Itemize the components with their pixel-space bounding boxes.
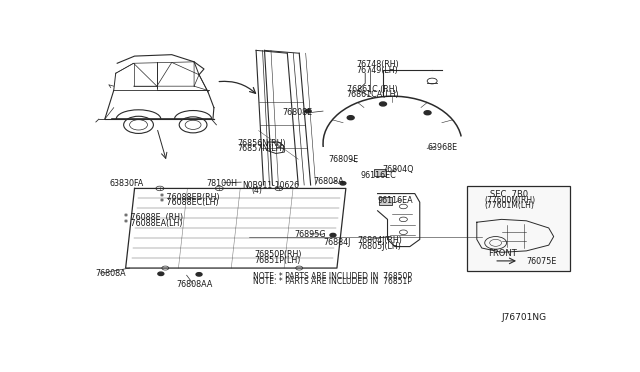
Text: 76895G: 76895G <box>294 230 326 239</box>
Text: FRONT: FRONT <box>488 249 516 258</box>
Circle shape <box>330 233 336 237</box>
Bar <box>467 186 570 271</box>
Text: 76749(LH): 76749(LH) <box>356 66 399 75</box>
Text: 76805J(LH): 76805J(LH) <box>358 242 402 251</box>
Circle shape <box>305 109 311 113</box>
Circle shape <box>340 182 346 185</box>
Text: (77601M(LH): (77601M(LH) <box>484 201 534 210</box>
Text: SEC. 7B0: SEC. 7B0 <box>490 190 528 199</box>
Text: 76808AA: 76808AA <box>177 280 213 289</box>
Circle shape <box>348 116 354 120</box>
Text: (77600M(RH): (77600M(RH) <box>484 196 536 205</box>
Text: 76884J: 76884J <box>323 238 351 247</box>
Text: 76861C (RH): 76861C (RH) <box>347 84 397 93</box>
Circle shape <box>424 111 431 115</box>
Text: 76804J(RH): 76804J(RH) <box>358 236 403 246</box>
Text: 76748(RH): 76748(RH) <box>356 60 399 69</box>
Text: J76701NG: J76701NG <box>501 314 547 323</box>
Text: 96116EA: 96116EA <box>378 196 413 205</box>
Circle shape <box>158 272 164 276</box>
Text: 76808A: 76808A <box>95 269 125 278</box>
Text: 76808A: 76808A <box>313 177 344 186</box>
Text: * 76088EB(RH): * 76088EB(RH) <box>161 193 220 202</box>
Text: 63830FA: 63830FA <box>110 179 144 188</box>
Text: 96116EC: 96116EC <box>360 171 396 180</box>
Text: 76857N(LH): 76857N(LH) <box>237 144 285 153</box>
Text: NOTE: * PARTS ARE INCLUDED IN  76850P: NOTE: * PARTS ARE INCLUDED IN 76850P <box>253 272 412 280</box>
Text: 76809E: 76809E <box>328 155 358 164</box>
Text: N0B911-10626: N0B911-10626 <box>243 181 300 190</box>
Text: * 76088EA(LH): * 76088EA(LH) <box>124 219 182 228</box>
Circle shape <box>380 102 387 106</box>
Polygon shape <box>379 197 392 205</box>
Text: (4): (4) <box>251 186 262 195</box>
Text: 76856N(RH): 76856N(RH) <box>237 139 286 148</box>
Text: 78100H: 78100H <box>207 179 237 188</box>
Text: * 76088E  (RH): * 76088E (RH) <box>124 214 183 222</box>
Text: * 76088EC(LH): * 76088EC(LH) <box>161 198 219 207</box>
Text: 76075E: 76075E <box>527 257 557 266</box>
Circle shape <box>196 273 202 276</box>
Text: 63968E: 63968E <box>428 143 458 152</box>
Text: 76804Q: 76804Q <box>383 165 414 174</box>
Text: 76851P(LH): 76851P(LH) <box>255 256 301 264</box>
Text: 76850P(RH): 76850P(RH) <box>255 250 302 259</box>
Text: 76808E: 76808E <box>282 108 312 117</box>
Text: 76861CA(LH): 76861CA(LH) <box>347 90 399 99</box>
Polygon shape <box>374 169 386 176</box>
Text: NOTE: * PARTS ARE INCLUDED IN  76851P: NOTE: * PARTS ARE INCLUDED IN 76851P <box>253 277 412 286</box>
